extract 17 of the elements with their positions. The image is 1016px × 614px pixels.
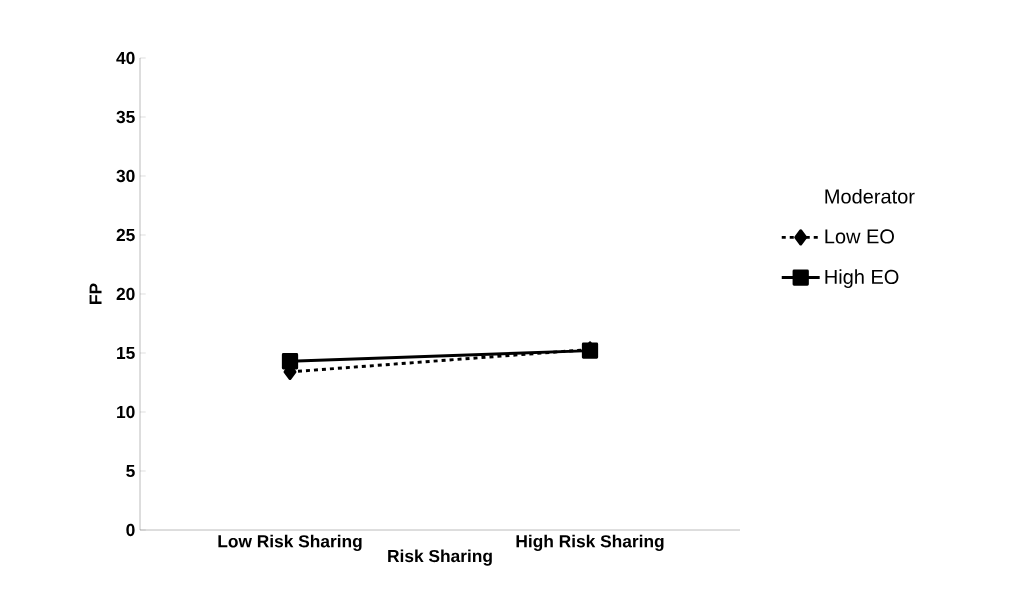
y-tick-label: 5 [126,464,135,478]
y-tick-label: 20 [116,287,135,301]
x-tick-label: High Risk Sharing [516,534,664,551]
y-tick-label: 10 [117,405,135,419]
y-axis-title: FP [89,283,102,304]
legend-title: Moderator [825,188,915,204]
y-tick-label: 35 [116,110,135,124]
y-tick-label: 40 [116,51,135,65]
point [281,353,299,370]
legend-label: Low EO [825,229,894,244]
y-tick-label: 0 [126,523,135,537]
x-axis-title: Risk Sharing [388,549,492,566]
y-tick-label: 25 [116,228,135,242]
y-tick-label: 30 [116,169,135,183]
y-tick-label: 15 [117,346,135,360]
legend-label: High EO [825,269,899,288]
x-tick-label: Low Risk Sharing [218,534,362,551]
